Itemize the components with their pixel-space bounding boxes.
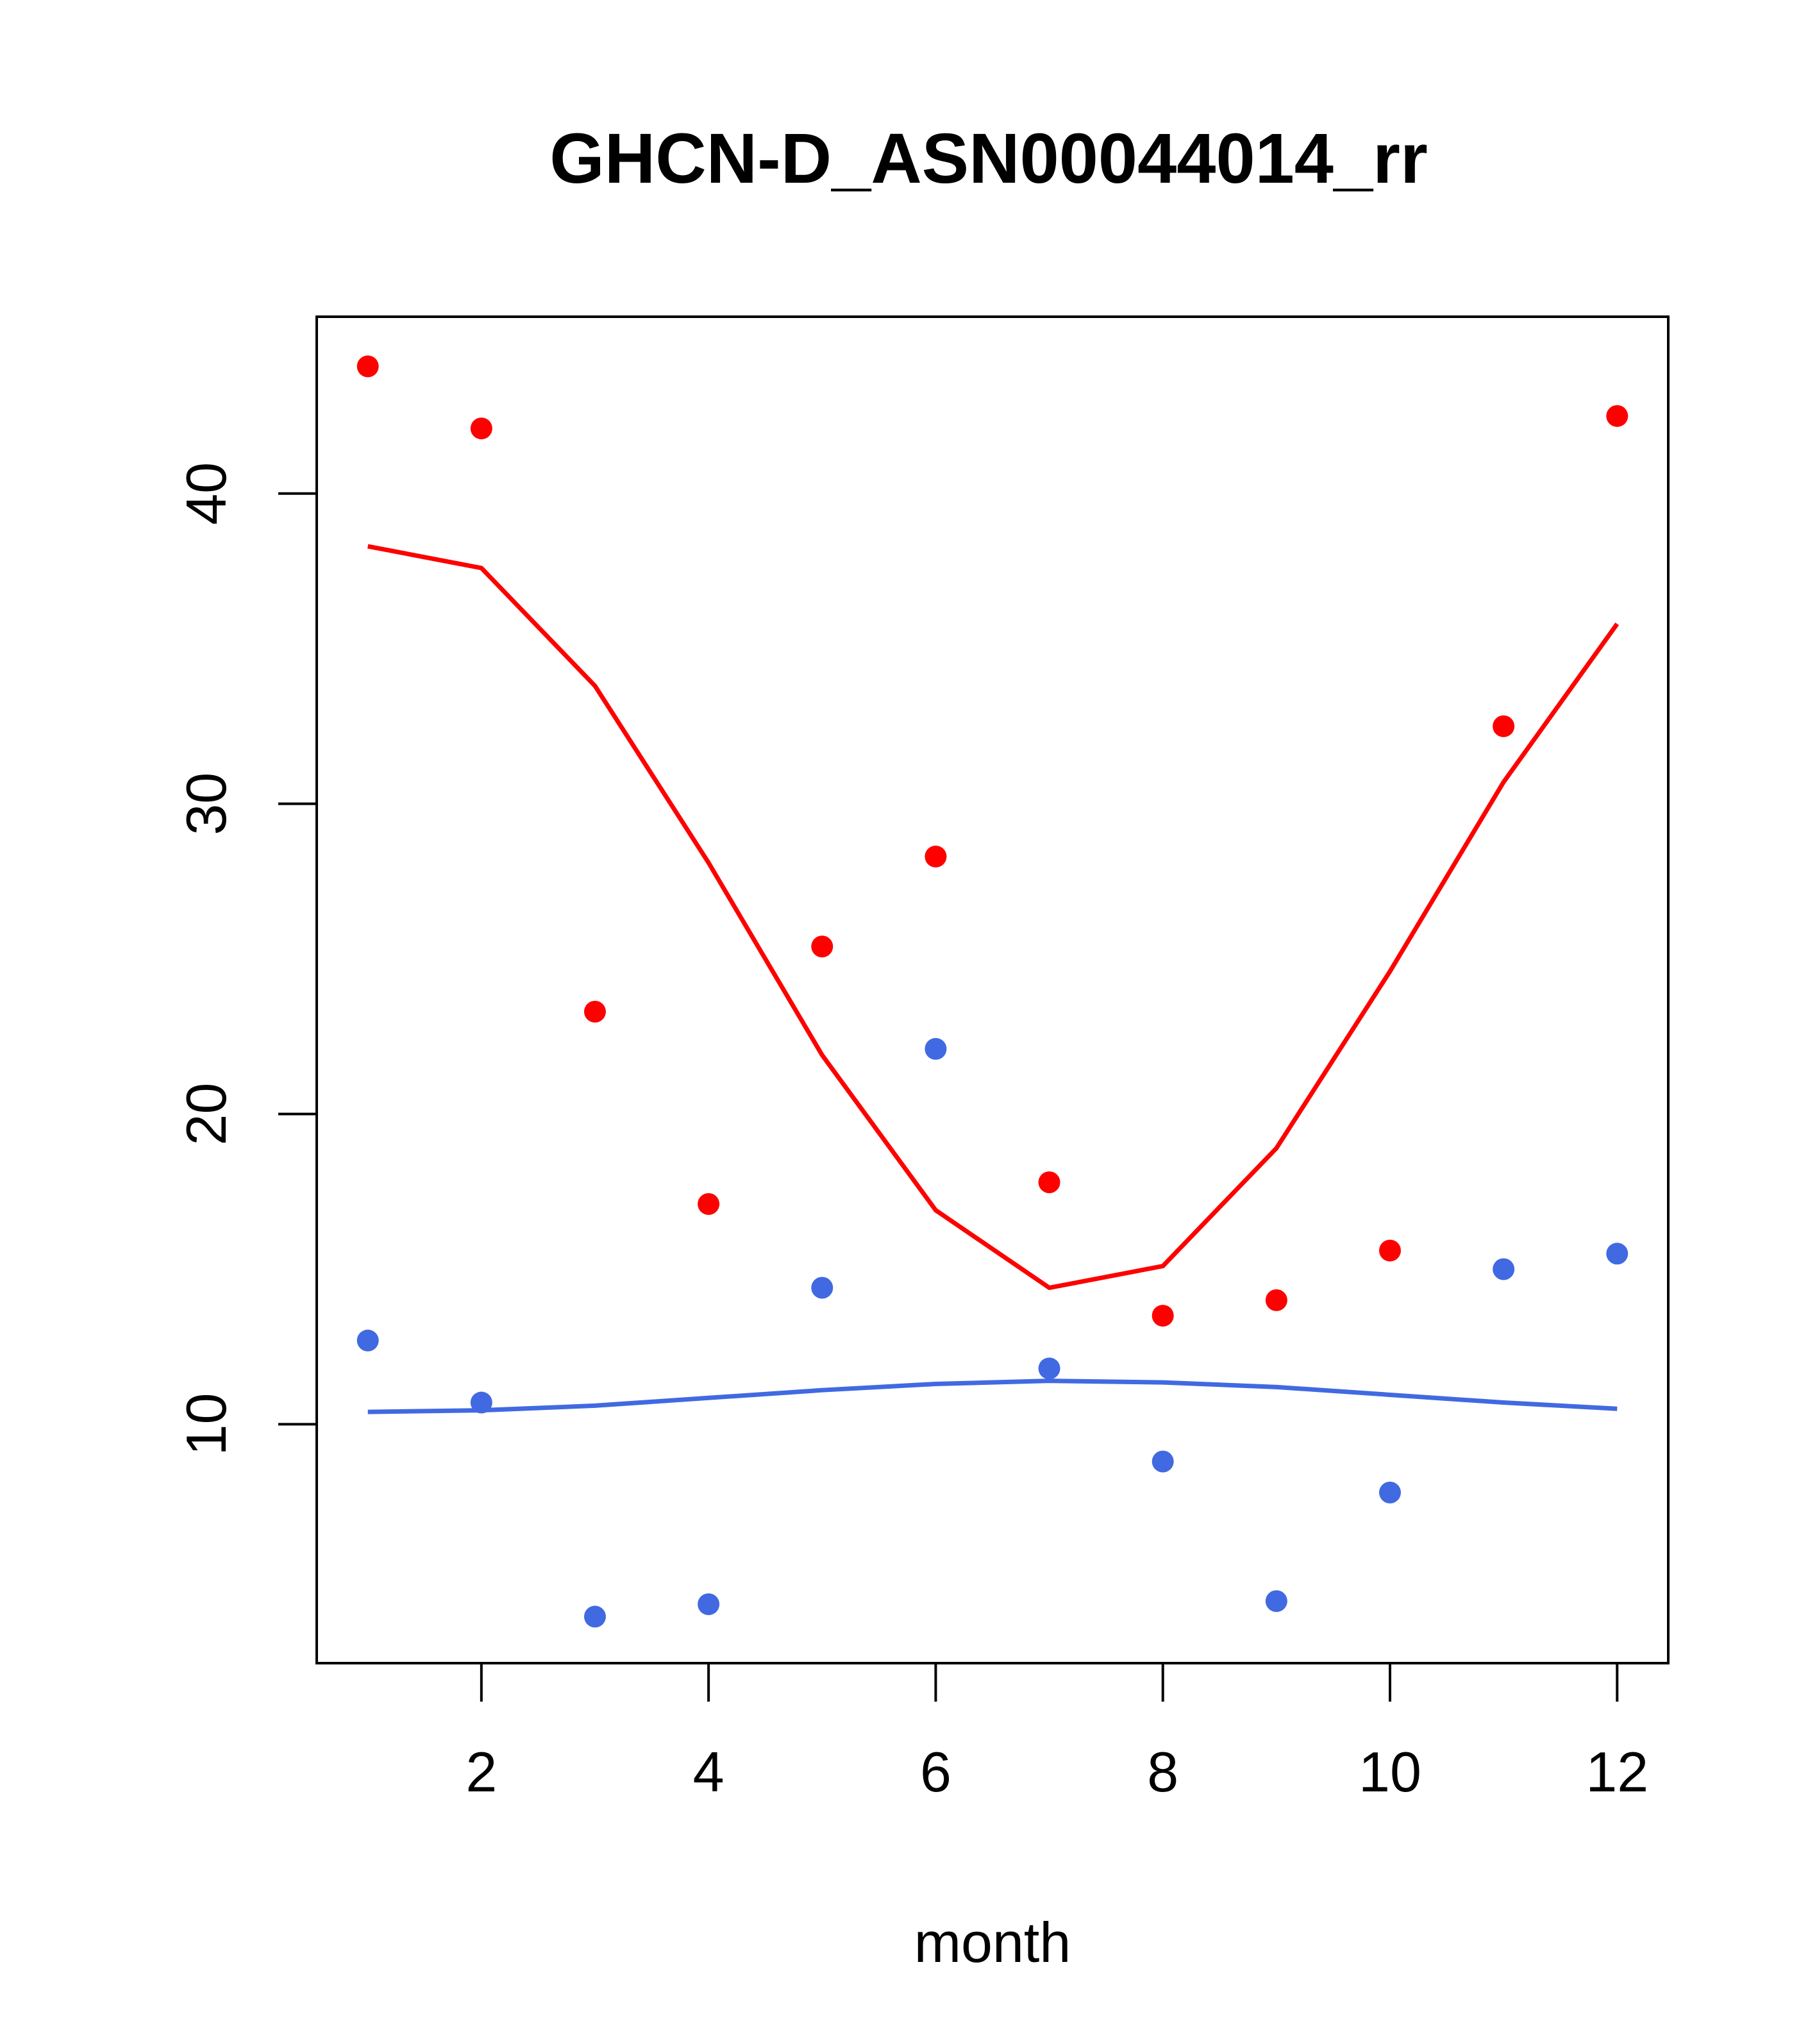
red-series-line [367,544,1620,1291]
red-data-point [1151,1305,1174,1327]
red-data-point [1379,1239,1401,1262]
x-tick-label: 8 [1147,1740,1178,1804]
blue-data-point [356,1329,379,1352]
blue-data-point [811,1277,833,1299]
blue-data-point [1038,1357,1060,1380]
y-tick-label: 20 [174,1083,238,1146]
red-data-point [811,935,833,958]
y-tick-label: 40 [174,462,238,525]
x-axis-label: month [914,1911,1071,1974]
red-data-point [1606,405,1629,427]
red-data-point [698,1193,720,1215]
x-tick-label: 4 [693,1740,724,1804]
blue-data-point [1493,1258,1515,1280]
blue-data-point [1606,1243,1629,1265]
red-data-point [1265,1289,1287,1311]
plot-frame [315,315,1670,1664]
x-tick-label: 12 [1586,1740,1648,1804]
chart-title: GHCN-D_ASN00044014_rr [549,119,1428,198]
red-data-point [356,355,379,378]
red-data-point [925,845,947,867]
blue-data-point [1265,1590,1287,1613]
y-tick-label: 10 [174,1393,238,1455]
blue-data-point [584,1605,606,1628]
y-axis: 10 20 30 40 [174,462,317,1455]
red-data-point [1038,1171,1060,1193]
red-data-point [470,417,492,440]
y-tick-label: 30 [174,773,238,835]
blue-series-line [367,1378,1618,1414]
red-data-point [1493,715,1515,737]
blue-data-point [1151,1450,1174,1473]
series-layer [356,355,1629,1628]
x-tick-label: 10 [1359,1740,1421,1804]
blue-data-point [925,1037,947,1060]
red-data-point [584,1000,606,1023]
x-tick-label: 6 [920,1740,951,1804]
x-tick-label: 2 [465,1740,497,1804]
x-axis: 2 4 6 8 10 12 [465,1663,1648,1804]
blue-data-point [1379,1481,1401,1504]
blue-data-point [698,1593,720,1616]
